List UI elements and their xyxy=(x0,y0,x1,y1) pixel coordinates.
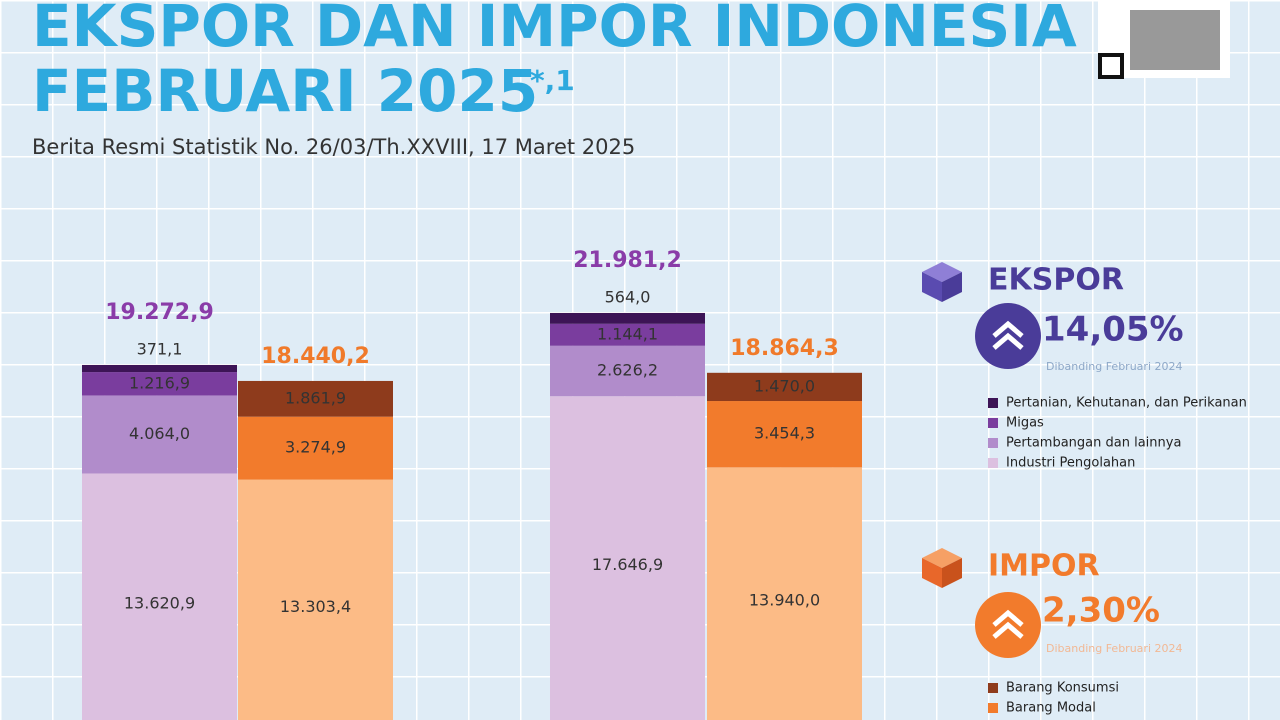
value-label: 1.470,0 xyxy=(754,376,815,395)
qr-code xyxy=(1098,0,1230,79)
bar-segment xyxy=(550,312,705,324)
title-note: *,1 xyxy=(530,64,575,97)
legend-label: Pertambangan dan lainnya xyxy=(1006,436,1181,451)
change-note: Dibanding Februari 2024 xyxy=(1046,360,1183,373)
bar-segment xyxy=(238,380,393,417)
up-arrow xyxy=(992,320,1024,350)
bar-segment xyxy=(707,372,862,402)
total-label: 19.272,9 xyxy=(105,300,214,325)
change-note: Dibanding Februari 2024 xyxy=(1046,642,1183,655)
bar-segment xyxy=(707,467,862,720)
export-icon xyxy=(922,262,962,302)
value-label: 2.626,2 xyxy=(597,360,658,379)
bar-segment xyxy=(238,416,393,480)
legend-label: Industri Pengolahan xyxy=(1006,456,1135,471)
value-label: 371,1 xyxy=(137,339,183,358)
bar-segment xyxy=(707,401,862,468)
value-label: 1.861,9 xyxy=(285,388,346,407)
import-icon xyxy=(922,548,962,588)
value-label: 1.216,9 xyxy=(129,373,190,392)
change-value: 2,30% xyxy=(1042,591,1160,631)
legend-swatch xyxy=(988,418,998,428)
title: EKSPOR DAN IMPOR INDONESIA xyxy=(32,0,1077,60)
value-label: 13.303,4 xyxy=(280,597,351,616)
value-label: 1.144,1 xyxy=(597,324,658,343)
value-label: 3.454,3 xyxy=(754,424,815,443)
value-label: 13.620,9 xyxy=(124,594,195,613)
total-label: 18.440,2 xyxy=(261,344,370,369)
value-label: 564,0 xyxy=(605,287,651,306)
panel-title: IMPOR xyxy=(988,549,1100,584)
subtitle: Berita Resmi Statistik No. 26/03/Th.XXVI… xyxy=(32,135,635,159)
bar-segment xyxy=(82,395,237,474)
bar-segment xyxy=(82,372,237,396)
panel-title: EKSPOR xyxy=(988,263,1124,298)
legend-label: Pertanian, Kehutanan, dan Perikanan xyxy=(1006,396,1247,411)
legend-label: Barang Konsumsi xyxy=(1006,681,1119,696)
legend-swatch xyxy=(988,703,998,713)
legend-swatch xyxy=(988,683,998,693)
bar-segment xyxy=(550,323,705,346)
legend-swatch xyxy=(988,458,998,468)
legend-swatch xyxy=(988,438,998,448)
total-label: 21.981,2 xyxy=(573,248,682,273)
bar-segment xyxy=(550,396,705,720)
legend-swatch xyxy=(988,398,998,408)
value-label: 17.646,9 xyxy=(592,555,663,574)
legend-label: Migas xyxy=(1006,416,1044,431)
change-value: 14,05% xyxy=(1042,310,1184,350)
up-arrow xyxy=(992,609,1024,639)
total-label: 18.864,3 xyxy=(730,336,839,361)
bar-segment xyxy=(82,364,237,373)
value-label: 3.274,9 xyxy=(285,438,346,457)
legend-label: Barang Modal xyxy=(1006,701,1096,716)
bar-segment xyxy=(550,345,705,397)
value-label: 13.940,0 xyxy=(749,591,820,610)
bar-segment xyxy=(238,479,393,720)
title: FEBRUARI 2025 xyxy=(32,57,538,125)
value-label: 4.064,0 xyxy=(129,424,190,443)
bar-segment xyxy=(82,473,237,720)
